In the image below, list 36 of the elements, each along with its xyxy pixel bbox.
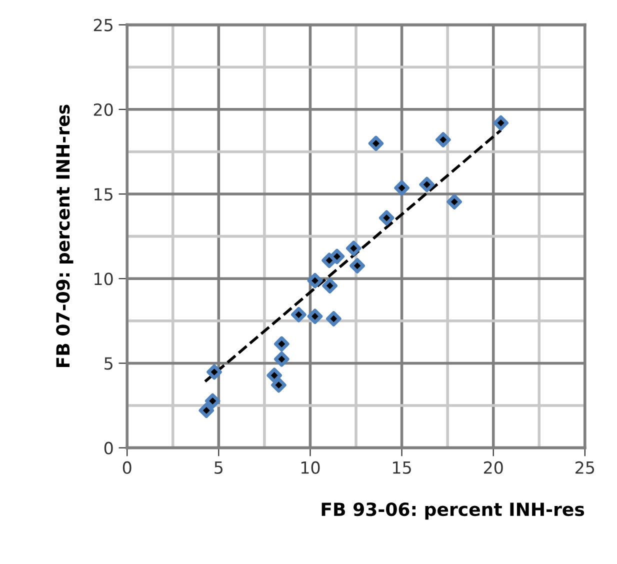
x-tick-label: 0 [122, 461, 132, 474]
y-tick-label: 25 [94, 18, 112, 32]
y-tick-label: 10 [94, 272, 113, 286]
point [274, 336, 290, 352]
point [394, 180, 410, 196]
point [446, 194, 462, 210]
point [436, 132, 451, 148]
point [271, 377, 286, 393]
point [206, 364, 222, 380]
point [322, 278, 338, 294]
y-tick-label: 20 [94, 103, 113, 116]
x-tick-label: 5 [214, 462, 223, 474]
point [198, 402, 214, 418]
point [350, 258, 365, 274]
point [493, 115, 508, 131]
point [204, 393, 220, 409]
point [291, 307, 306, 322]
y-tick-label: 15 [94, 188, 112, 201]
y-axis-title: FB 07-09: percent INH-res [56, 104, 74, 368]
y-tick-label: 5 [104, 357, 112, 370]
point [307, 273, 323, 288]
x-tick-label: 10 [301, 461, 320, 474]
x-tick-label: 20 [484, 461, 503, 474]
point [368, 136, 384, 152]
point [326, 311, 342, 326]
point [419, 176, 435, 192]
x-tick-label: 15 [393, 462, 411, 474]
point [266, 368, 282, 384]
point [378, 210, 394, 226]
y-tick-label: 0 [104, 442, 113, 454]
point [329, 248, 345, 264]
point [274, 352, 290, 367]
x-axis-title: FB 93-06: percent INH-res [322, 502, 584, 520]
x-tick-label: 25 [576, 461, 594, 474]
point [307, 308, 323, 324]
point [346, 240, 362, 256]
